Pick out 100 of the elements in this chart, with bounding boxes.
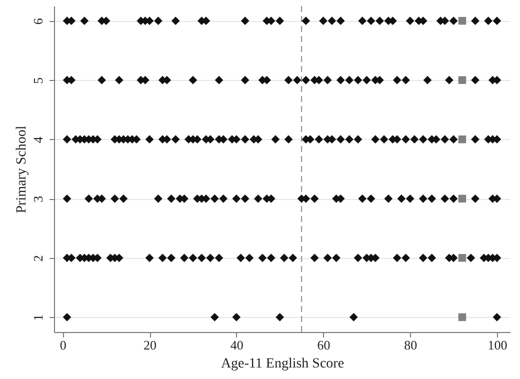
point (366, 194, 376, 203)
point (392, 254, 402, 262)
point (336, 76, 345, 84)
point (336, 135, 345, 144)
point (358, 16, 367, 25)
point (492, 16, 502, 25)
point (423, 76, 432, 84)
point (402, 135, 410, 144)
point (80, 16, 89, 25)
y-tick-label: 6 (30, 18, 46, 25)
point (167, 194, 176, 203)
point (62, 135, 72, 144)
y-tick-label: 5 (30, 77, 46, 84)
point (449, 16, 458, 25)
point (458, 254, 466, 262)
point (392, 76, 402, 84)
point (214, 76, 224, 84)
point (145, 135, 154, 144)
point (445, 76, 454, 84)
point (471, 16, 480, 25)
point (62, 313, 72, 322)
point (258, 254, 267, 262)
point (380, 135, 388, 144)
point (458, 76, 466, 84)
point (310, 254, 319, 262)
point (114, 76, 124, 84)
point (145, 254, 154, 262)
point (276, 313, 284, 322)
point (492, 313, 502, 322)
point (210, 194, 219, 203)
point (62, 194, 72, 203)
point (336, 16, 345, 25)
x-tick-label: 100 (488, 338, 508, 352)
point (366, 16, 376, 25)
point (332, 254, 340, 262)
point (110, 194, 119, 203)
y-tick-label: 2 (30, 255, 46, 262)
point (188, 76, 198, 84)
point (410, 135, 419, 144)
point (402, 254, 410, 262)
point (314, 135, 324, 144)
point (449, 194, 458, 203)
point (458, 313, 466, 322)
point (240, 194, 250, 203)
point (458, 16, 466, 25)
point (449, 135, 458, 144)
point (188, 254, 198, 262)
point (358, 194, 367, 203)
x-tick-label: 60 (317, 338, 330, 352)
y-tick-label: 3 (30, 196, 46, 202)
point (171, 135, 180, 144)
point (276, 16, 284, 25)
point (345, 135, 354, 144)
point (219, 194, 228, 203)
point (362, 76, 371, 84)
point (98, 76, 106, 84)
point (154, 194, 162, 203)
point (418, 194, 428, 203)
point (384, 194, 393, 203)
point (271, 135, 280, 144)
x-tick-label: 40 (230, 338, 244, 352)
point (354, 135, 362, 144)
point (440, 135, 450, 144)
point (158, 254, 167, 262)
point (345, 76, 354, 84)
point (236, 254, 245, 262)
point (284, 76, 293, 84)
point (245, 254, 254, 262)
point (266, 254, 276, 262)
point (310, 194, 319, 203)
y-axis-title: Primary School (14, 126, 30, 214)
point (232, 313, 241, 322)
point (458, 194, 466, 203)
point (232, 194, 241, 203)
point (119, 194, 128, 203)
x-axis-title: Age-11 English Score (220, 356, 344, 372)
point (349, 313, 358, 322)
point (167, 254, 176, 262)
point (240, 76, 250, 84)
point (323, 76, 332, 84)
point (280, 254, 288, 262)
x-tick-label: 80 (404, 338, 418, 352)
point (84, 194, 93, 203)
point (397, 194, 406, 203)
point (328, 16, 336, 25)
y-tick-label: 4 (30, 136, 46, 144)
point (371, 135, 380, 144)
x-tick-label: 20 (144, 338, 157, 352)
point (471, 135, 480, 144)
point (302, 76, 310, 84)
point (406, 194, 414, 203)
point (458, 135, 466, 144)
point (466, 254, 476, 262)
point (402, 76, 410, 84)
point (293, 76, 302, 84)
point (484, 16, 492, 25)
point (214, 254, 224, 262)
point (323, 254, 332, 262)
point (428, 254, 436, 262)
point (171, 16, 180, 25)
